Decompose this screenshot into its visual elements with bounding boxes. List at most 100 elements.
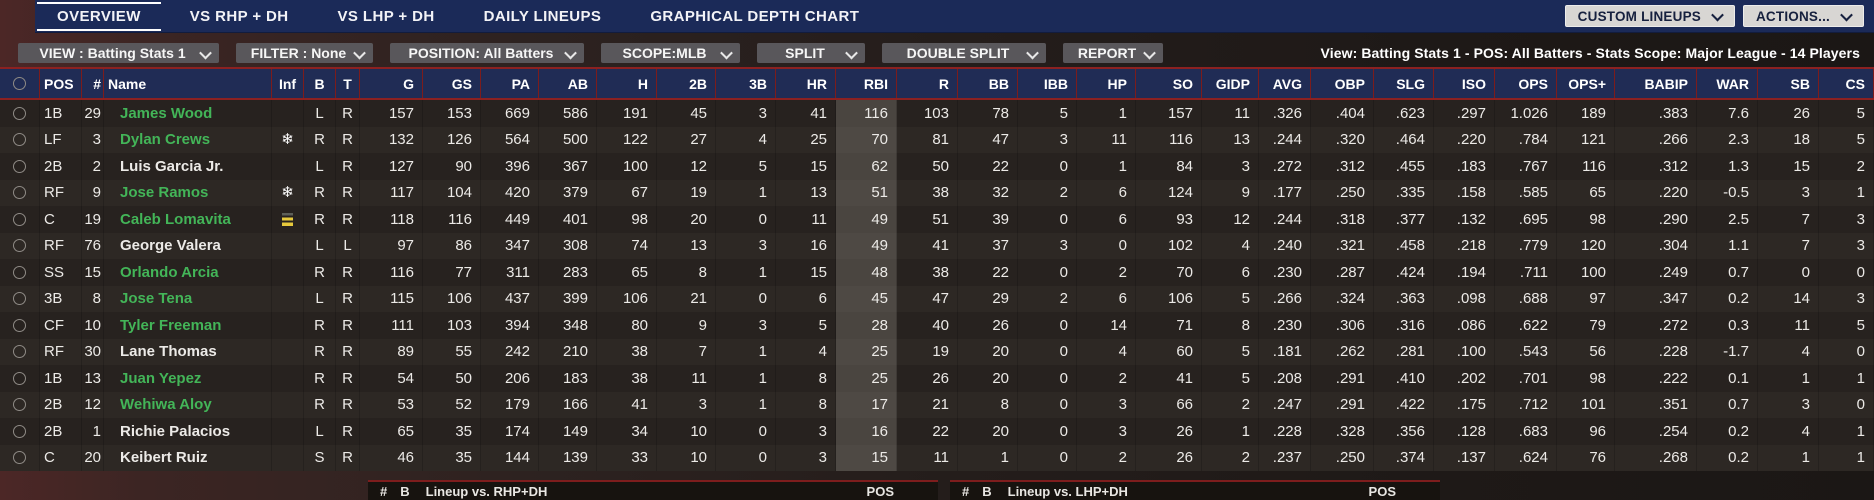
row-select-circle[interactable] bbox=[0, 259, 40, 286]
stat-ops: 100 bbox=[1557, 259, 1615, 286]
column-header-ibb[interactable]: IBB bbox=[1018, 69, 1077, 98]
stat-g: 53 bbox=[360, 391, 423, 418]
tab-overview[interactable]: OVERVIEW bbox=[37, 1, 161, 31]
column-header-obp[interactable]: OBP bbox=[1311, 69, 1374, 98]
player-row[interactable]: RF 30 Lane Thomas R R 89 55 242 210 38 7 1 4 25 19 20 0 4… bbox=[0, 338, 1874, 365]
player-name[interactable]: Keibert Ruiz bbox=[104, 444, 272, 471]
column-header-war[interactable]: WAR bbox=[1697, 69, 1758, 98]
circle-icon bbox=[13, 159, 26, 173]
tab-vs-rhp-dh[interactable]: VS RHP + DH bbox=[189, 7, 289, 25]
column-header-t[interactable]: T bbox=[336, 69, 360, 98]
column-header-sb[interactable]: SB bbox=[1758, 69, 1819, 98]
player-row[interactable]: 1B 13 Juan Yepez R R 54 50 206 183 38 11 1 8 25 26 20 0 2… bbox=[0, 365, 1874, 392]
player-name[interactable]: Jose Tena bbox=[104, 285, 272, 312]
column-header-3b[interactable]: 3B bbox=[716, 69, 776, 98]
column-header-bb[interactable]: BB bbox=[958, 69, 1018, 98]
row-select-circle[interactable] bbox=[0, 418, 40, 445]
column-header-ab[interactable]: AB bbox=[539, 69, 597, 98]
column-header-name[interactable]: Name bbox=[104, 69, 272, 98]
column-header-avg[interactable]: AVG bbox=[1259, 69, 1311, 98]
player-row[interactable]: SS 15 Orlando Arcia R R 116 77 311 283 65 8 1 15 48 38… bbox=[0, 259, 1874, 286]
column-header-rbi[interactable]: RBI bbox=[836, 69, 897, 98]
player-name[interactable]: Dylan Crews bbox=[104, 126, 272, 153]
player-row[interactable]: RF 9 Jose Ramos ❄ R R 117 104 420 379 67 19 1 13 51 38 3… bbox=[0, 179, 1874, 206]
tab-daily-lineups[interactable]: DAILY LINEUPS bbox=[483, 7, 602, 25]
actions-button[interactable]: ACTIONS... bbox=[1742, 5, 1864, 27]
player-row[interactable]: 3B 8 Jose Tena L R 115 106 437 399 106 21 0 6 45 47 29 2… bbox=[0, 285, 1874, 312]
player-name[interactable]: Jose Ramos bbox=[104, 179, 272, 206]
row-select-circle[interactable] bbox=[0, 312, 40, 339]
player-name[interactable]: Tyler Freeman bbox=[104, 312, 272, 339]
row-select-circle[interactable] bbox=[0, 338, 40, 365]
stat-so: 70 bbox=[1136, 259, 1202, 286]
column-header-g[interactable]: G bbox=[360, 69, 423, 98]
player-row[interactable]: C 19 Caleb Lomavita R R 118 116 449 401 98 20 0 11 49… bbox=[0, 206, 1874, 233]
column-header-inf[interactable]: Inf bbox=[272, 69, 304, 98]
dropdown-position-all-batters[interactable]: POSITION: All Batters bbox=[390, 43, 584, 63]
player-name[interactable]: Juan Yepez bbox=[104, 365, 272, 392]
player-name[interactable]: Richie Palacios bbox=[104, 418, 272, 445]
row-select-circle[interactable] bbox=[0, 232, 40, 259]
tab-graphical-depth-chart[interactable]: GRAPHICAL DEPTH CHART bbox=[650, 7, 860, 25]
player-name[interactable]: George Valera bbox=[104, 232, 272, 259]
dropdown-filter-none[interactable]: FILTER : None bbox=[236, 43, 373, 63]
dropdown-scope-mlb[interactable]: SCOPE:MLB bbox=[601, 43, 740, 63]
stat-gs: 35 bbox=[423, 444, 481, 471]
player-row[interactable]: 1B 29 James Wood L R 157 153 669 586 191 45 3 41 116 1… bbox=[0, 100, 1874, 127]
column-header-so[interactable]: SO bbox=[1136, 69, 1202, 98]
stat-ab: 308 bbox=[539, 232, 597, 259]
row-select-circle[interactable] bbox=[0, 179, 40, 206]
column-header-babip[interactable]: BABIP bbox=[1615, 69, 1697, 98]
player-name[interactable]: Orlando Arcia bbox=[104, 259, 272, 286]
player-row[interactable]: C 20 Keibert Ruiz S R 46 35 144 139 33 10 0 3 15 11 1 0 2… bbox=[0, 444, 1874, 471]
column-header-pos[interactable]: POS bbox=[40, 69, 82, 98]
player-name[interactable]: Luis Garcia Jr. bbox=[104, 153, 272, 180]
column-header-gs[interactable]: GS bbox=[423, 69, 481, 98]
column-header-iso[interactable]: ISO bbox=[1434, 69, 1495, 98]
player-name[interactable]: James Wood bbox=[104, 100, 272, 127]
player-name[interactable]: Caleb Lomavita bbox=[104, 206, 272, 233]
player-name[interactable]: Wehiwa Aloy bbox=[104, 391, 272, 418]
player-name[interactable]: Lane Thomas bbox=[104, 338, 272, 365]
row-select-circle[interactable] bbox=[0, 206, 40, 233]
column-header-slg[interactable]: SLG bbox=[1374, 69, 1434, 98]
column-header-b[interactable]: B bbox=[304, 69, 336, 98]
row-select-circle[interactable] bbox=[0, 100, 40, 127]
column-header-r[interactable]: R bbox=[897, 69, 958, 98]
row-select-circle[interactable] bbox=[0, 126, 40, 153]
column-header-hp[interactable]: HP bbox=[1077, 69, 1136, 98]
dropdown-report[interactable]: REPORT bbox=[1063, 43, 1163, 63]
column-header-pa[interactable]: PA bbox=[481, 69, 539, 98]
dropdown-view-batting-stats-1[interactable]: VIEW : Batting Stats 1 bbox=[18, 43, 219, 63]
row-select-circle[interactable] bbox=[0, 365, 40, 392]
column-header-ops[interactable]: OPS bbox=[1495, 69, 1557, 98]
column-header-gidp[interactable]: GIDP bbox=[1202, 69, 1259, 98]
stat-slg: .316 bbox=[1374, 312, 1434, 339]
column-header-ops[interactable]: OPS+ bbox=[1557, 69, 1615, 98]
dropdown-double-split[interactable]: DOUBLE SPLIT bbox=[882, 43, 1046, 63]
custom-lineups-label: CUSTOM LINEUPS bbox=[1577, 8, 1701, 24]
player-row[interactable]: LF 3 Dylan Crews ❄ R R 132 126 564 500 122 27 4 25 70 8… bbox=[0, 126, 1874, 153]
column-header-h[interactable]: H bbox=[597, 69, 657, 98]
player-row[interactable]: 2B 1 Richie Palacios L R 65 35 174 149 34 10 0 3 16 22… bbox=[0, 418, 1874, 445]
player-row[interactable]: CF 10 Tyler Freeman R R 111 103 394 348 80 9 3 5 28 40… bbox=[0, 312, 1874, 339]
player-row[interactable]: RF 76 George Valera L L 97 86 347 308 74 13 3 16 49 41… bbox=[0, 232, 1874, 259]
row-select-circle[interactable] bbox=[0, 285, 40, 312]
player-row[interactable]: 2B 12 Wehiwa Aloy R R 53 52 179 166 41 3 1 8 17 21 8 0 3 6… bbox=[0, 391, 1874, 418]
dropdown-split[interactable]: SPLIT bbox=[757, 43, 865, 63]
select-column-header[interactable] bbox=[0, 69, 40, 98]
column-header-[interactable]: # bbox=[82, 69, 104, 98]
custom-lineups-button[interactable]: CUSTOM LINEUPS bbox=[1564, 5, 1735, 27]
player-row[interactable]: 2B 2 Luis Garcia Jr. L R 127 90 396 367 100 12 5 15 6… bbox=[0, 153, 1874, 180]
column-header-cs[interactable]: CS bbox=[1819, 69, 1874, 98]
column-header-2b[interactable]: 2B bbox=[657, 69, 716, 98]
stat-so: 26 bbox=[1136, 444, 1202, 471]
row-select-circle[interactable] bbox=[0, 444, 40, 471]
stat-bb: 39 bbox=[958, 206, 1018, 233]
row-select-circle[interactable] bbox=[0, 153, 40, 180]
stat-slg: .377 bbox=[1374, 206, 1434, 233]
row-select-circle[interactable] bbox=[0, 391, 40, 418]
stat-iso: .220 bbox=[1434, 126, 1495, 153]
column-header-hr[interactable]: HR bbox=[776, 69, 836, 98]
tab-vs-lhp-dh[interactable]: VS LHP + DH bbox=[337, 7, 435, 25]
